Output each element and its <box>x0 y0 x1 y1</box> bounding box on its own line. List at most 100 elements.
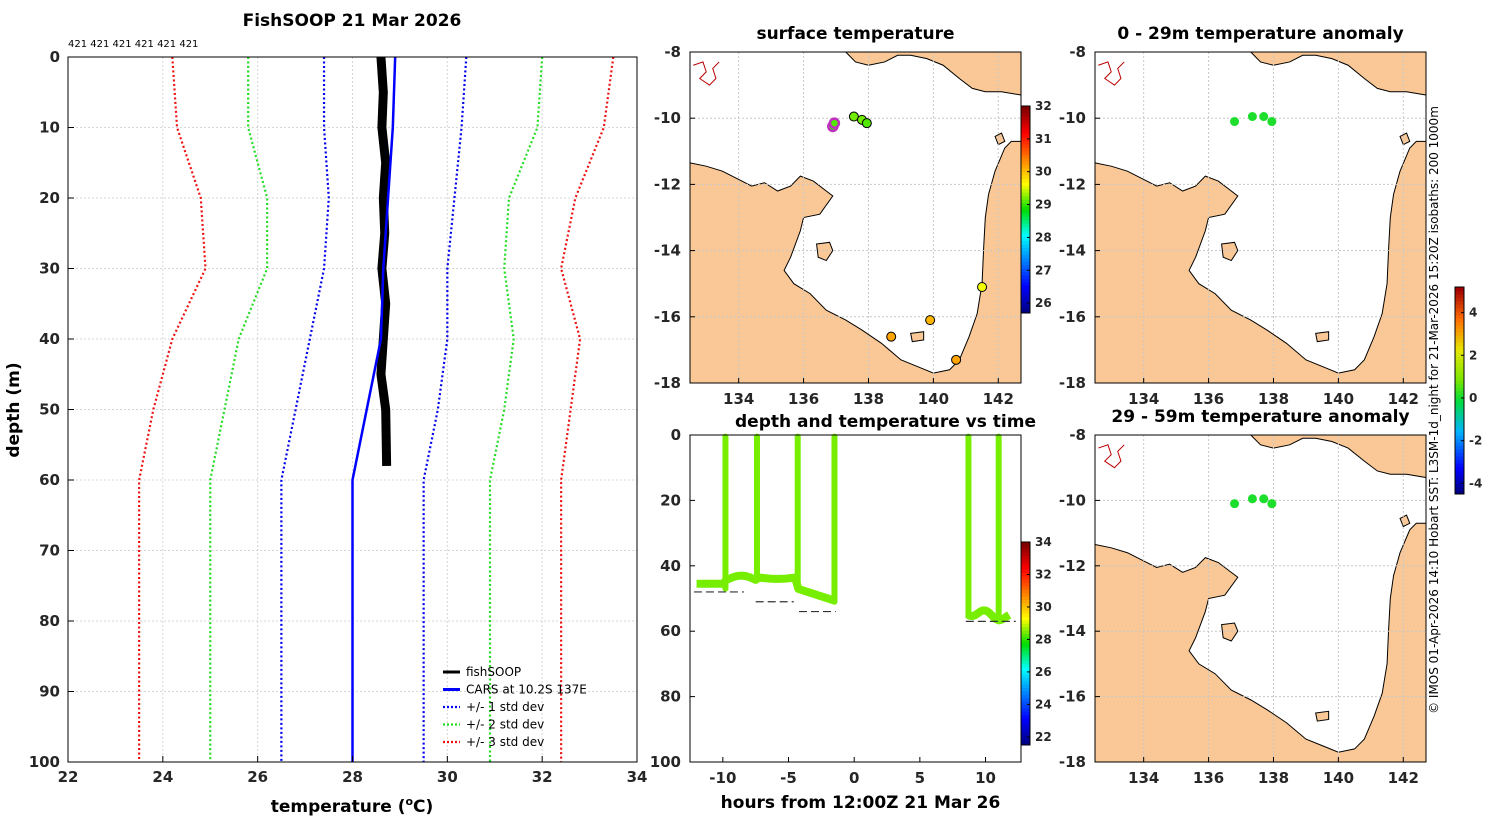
anomaly-bottom-ytick-label: -12 <box>1059 557 1086 575</box>
surface-data-point <box>925 315 936 326</box>
depth-time-colorbar-swatch <box>1021 724 1030 729</box>
surface-colorbar-swatch <box>1021 254 1030 259</box>
profile-ytick-label: 10 <box>39 119 60 137</box>
anomaly-colorbar-swatch <box>1455 431 1464 436</box>
surface-ytick-label: -16 <box>654 308 681 326</box>
surface-colorbar-swatch <box>1021 126 1030 131</box>
anomaly-colorbar-swatch <box>1455 487 1464 492</box>
profile-ytick-label: 70 <box>39 542 60 560</box>
surface-ytick-label: -8 <box>664 43 681 61</box>
depth-time-colorbar-swatch <box>1021 555 1030 560</box>
anomaly-colorbar-swatch <box>1455 449 1464 454</box>
surface-xtick-label: 136 <box>788 390 819 408</box>
surface-colorbar-swatch <box>1021 306 1030 311</box>
surface-colorbar-swatch <box>1021 212 1030 217</box>
profile-series-line <box>280 57 330 762</box>
surface-colorbar-swatch <box>1021 202 1030 207</box>
profile-xtick-label: 34 <box>627 768 648 786</box>
anomaly-colorbar-swatch <box>1455 331 1464 336</box>
surface-ytick-label: -10 <box>654 109 681 127</box>
depth-time-xtick-label: 10 <box>975 769 996 787</box>
surface-colorbar-swatch <box>1021 309 1030 314</box>
surface-colorbar-swatch <box>1021 185 1030 190</box>
depth-time-colorbar-swatch <box>1021 728 1030 732</box>
surface-colorbar-swatch <box>1021 157 1030 162</box>
profile-ytick-label: 0 <box>50 48 60 66</box>
anomaly-colorbar-swatch <box>1455 414 1464 419</box>
anomaly-colorbar-frame <box>1454 286 1465 495</box>
depth-time-ytick-label: 0 <box>671 426 681 444</box>
surface-colorbar-swatch <box>1021 192 1030 197</box>
depth-time-ytick-label: 20 <box>660 491 681 509</box>
surface-colorbar-swatch <box>1021 278 1030 283</box>
anomaly-top-reef-outline <box>1098 61 1125 86</box>
anomaly-colorbar-swatch <box>1455 456 1464 460</box>
anomaly-top-land-island <box>1315 331 1330 343</box>
surface-colorbar-swatch <box>1021 299 1030 304</box>
surface-data-point <box>977 282 988 293</box>
surface-colorbar-swatch <box>1021 137 1030 141</box>
surface-colorbar-swatch <box>1021 244 1030 248</box>
depth-time-colorbar-frame <box>1020 541 1031 746</box>
profile-top-annotation: 421 421 421 421 421 421 <box>68 39 198 50</box>
depth-time-colorbar-tick-label: 34 <box>1035 535 1052 549</box>
depth-time-colorbar-swatch <box>1021 667 1030 672</box>
anomaly-bottom-ytick-label: -18 <box>1059 753 1086 771</box>
surface-ytick-label: -12 <box>654 175 681 193</box>
anomaly-colorbar-swatch <box>1455 387 1464 391</box>
surface-title: surface temperature <box>756 24 954 44</box>
depth-time-colorbar-swatch <box>1021 613 1030 617</box>
anomaly-colorbar-swatch <box>1455 366 1464 371</box>
depth-time-colorbar-swatch <box>1021 697 1030 702</box>
anomaly-top-land-newguinea <box>1249 51 1427 96</box>
anomaly-top-data-point <box>1267 117 1277 127</box>
anomaly-bottom-data-point <box>1230 499 1240 509</box>
anomaly-colorbar-swatch <box>1455 335 1464 340</box>
depth-time-colorbar-swatch <box>1021 569 1030 573</box>
surface-colorbar-tick-label: 31 <box>1035 132 1052 146</box>
profile-ytick-label: 60 <box>39 471 60 489</box>
depth-time-colorbar-swatch <box>1021 629 1030 634</box>
anomaly-colorbar-swatch <box>1455 452 1464 457</box>
anomaly-bottom-land-island <box>1315 710 1330 722</box>
surface-colorbar-swatch <box>1021 154 1030 159</box>
anomaly-top-ytick-label: -8 <box>1069 43 1086 61</box>
anomaly-bottom-axes-frame <box>1094 434 1427 763</box>
anomaly-colorbar-swatch <box>1455 400 1464 405</box>
depth-time-colorbar-swatch <box>1021 606 1030 611</box>
depth-time-colorbar-tick-label: 22 <box>1035 730 1052 744</box>
figure-title: FishSOOP 21 Mar 2026 <box>243 11 462 31</box>
depth-time-colorbar-swatch <box>1021 673 1030 678</box>
anomaly-bottom-panel: 134 136 138 140 142 -8 -10 -12 -14 -16 -18 29 - 59m… <box>1059 407 1427 787</box>
surface-land-newguinea <box>844 51 1022 96</box>
anomaly-colorbar-swatch <box>1455 476 1464 481</box>
legend-label: CARS at 10.2S 137E <box>466 683 587 697</box>
surface-colorbar-swatch <box>1021 226 1030 231</box>
anomaly-bottom-data-point <box>1267 499 1277 509</box>
depth-time-xtick-label: 0 <box>849 769 859 787</box>
anomaly-colorbar-swatch <box>1455 466 1464 471</box>
anomaly-colorbar-swatch <box>1455 324 1464 329</box>
surface-colorbar-swatch <box>1021 112 1030 117</box>
surface-colorbar-swatch <box>1021 247 1030 252</box>
anomaly-colorbar-swatch <box>1455 383 1464 388</box>
surface-panel: 134 136 138 140 142 -8 -10 -12 -14 -16 -18 surface … <box>654 24 1052 408</box>
surface-colorbar-swatch <box>1021 295 1030 300</box>
anomaly-top-xtick-label: 138 <box>1258 390 1289 408</box>
legend-label: +/- 2 std dev <box>466 718 544 732</box>
depth-time-colorbar-swatch <box>1021 609 1030 614</box>
depth-time-colorbar-tick-label: 28 <box>1035 632 1052 646</box>
depth-time-colorbar-swatch <box>1021 626 1030 631</box>
surface-colorbar-swatch <box>1021 188 1030 193</box>
surface-colorbar-swatch <box>1021 164 1030 169</box>
anomaly-top-title: 0 - 29m temperature anomaly <box>1117 24 1403 44</box>
depth-time-colorbar-swatch <box>1021 636 1030 641</box>
anomaly-colorbar-swatch <box>1455 462 1464 467</box>
anomaly-colorbar-swatch <box>1455 428 1464 433</box>
depth-time-colorbar-swatch <box>1021 592 1030 597</box>
depth-time-colorbar-swatch <box>1021 657 1030 661</box>
depth-time-colorbar-swatch <box>1021 589 1030 594</box>
depth-time-colorbar-swatch <box>1021 558 1030 563</box>
depth-time-colorbar-swatch <box>1021 650 1030 655</box>
profile-ytick-label: 100 <box>29 753 60 771</box>
